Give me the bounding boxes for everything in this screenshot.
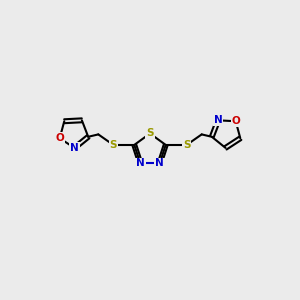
Text: S: S — [146, 128, 154, 139]
Text: N: N — [155, 158, 164, 168]
Text: S: S — [183, 140, 190, 150]
Text: S: S — [110, 140, 117, 150]
Text: O: O — [55, 133, 64, 143]
Text: N: N — [136, 158, 145, 168]
Text: O: O — [231, 116, 240, 126]
Text: N: N — [214, 115, 223, 125]
Text: N: N — [70, 143, 79, 153]
